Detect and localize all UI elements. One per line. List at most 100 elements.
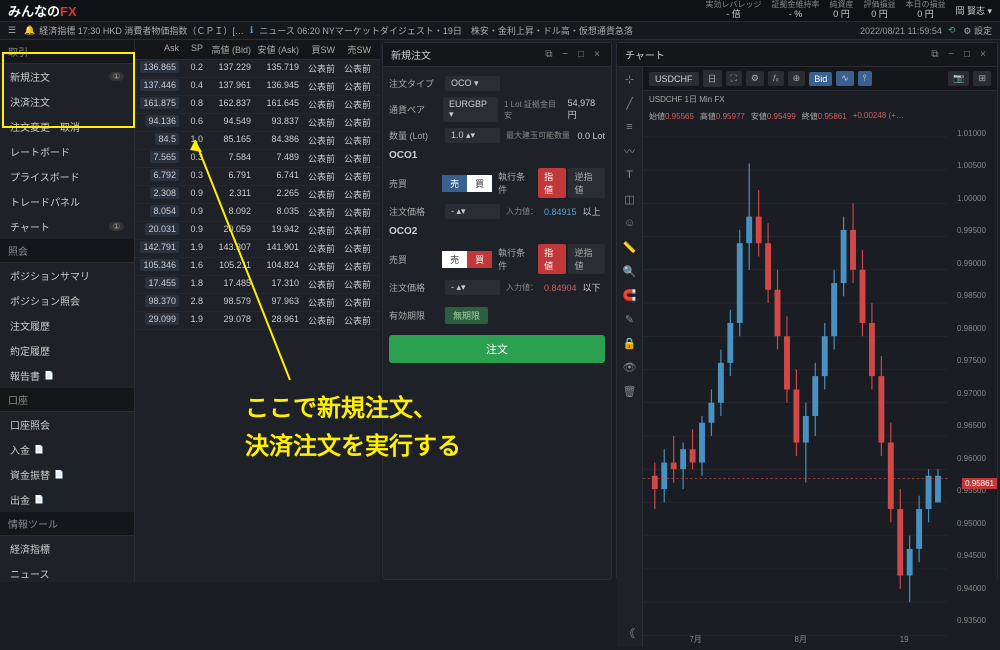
collapse-icon[interactable]: 《 — [622, 625, 638, 641]
sidebar-item[interactable]: レートボード — [0, 139, 134, 164]
rate-row[interactable]: 2.3080.92.3112.265公表前公表前 — [135, 186, 380, 204]
close-icon[interactable]: × — [591, 49, 603, 61]
fib-icon[interactable]: ≡ — [622, 119, 638, 135]
sidebar-item[interactable]: ポジション照会 — [0, 288, 134, 313]
rate-row[interactable]: 161.8750.8162.837161.645公表前公表前 — [135, 96, 380, 114]
order-panel-header: 新規注文 ⧉−□× — [383, 43, 611, 67]
max-icon[interactable]: □ — [575, 49, 587, 61]
sidebar-item[interactable]: チャート① — [0, 214, 134, 239]
sidebar-item[interactable]: 決済注文 — [0, 89, 134, 114]
rate-row[interactable]: 20.0310.920.05919.942公表前公表前 — [135, 222, 380, 240]
menu-icon[interactable]: ☰ — [8, 25, 16, 36]
cond-toggle-2[interactable]: 指値逆指値 — [538, 244, 605, 274]
cursor-icon[interactable]: ⊹ — [622, 71, 638, 87]
min-icon[interactable]: − — [945, 49, 957, 61]
edit-icon[interactable]: ✎ — [622, 311, 638, 327]
refresh-icon[interactable]: ⟲ — [948, 25, 956, 36]
chart-cam-icon[interactable]: 📷 — [948, 71, 969, 86]
emoji-icon[interactable]: ☺ — [622, 215, 638, 231]
submit-order-button[interactable]: 注文 — [389, 335, 605, 363]
rate-row[interactable]: 142.7911.9143.307141.901公表前公表前 — [135, 240, 380, 258]
chart-fx-icon[interactable]: 𝑓ₓ — [768, 71, 784, 86]
top-stat: 実効レバレッジ- 倍 — [705, 1, 761, 20]
margin-label: 1 Lot 証拠金目安 — [504, 99, 562, 121]
brush-icon[interactable]: 〰 — [622, 143, 638, 159]
settings-button[interactable]: ⚙ 設定 — [963, 24, 992, 37]
oco2-header: OCO2 — [389, 222, 605, 241]
price-input-2[interactable]: - ▴▾ — [445, 280, 500, 295]
sellbuy-toggle-2[interactable]: 売買 — [442, 251, 492, 268]
trash-icon[interactable]: 🗑 — [622, 383, 638, 399]
order-type-select[interactable]: OCO ▾ — [445, 76, 500, 91]
rate-row[interactable]: 136.8650.2137.229135.719公表前公表前 — [135, 60, 380, 78]
close-icon[interactable]: × — [977, 49, 989, 61]
sidebar-item[interactable]: 注文履歴 — [0, 313, 134, 338]
rate-row[interactable]: 29.0991.929.07828.961公表前公表前 — [135, 312, 380, 330]
topbar: みんなのFX 実効レバレッジ- 倍証拠金維持率- %純資産0 円評価損益0 円本… — [0, 0, 1000, 22]
chart-candle-icon[interactable]: ⛶ — [726, 71, 742, 86]
sidebar-item[interactable]: ニュース — [0, 561, 134, 582]
chart-compare-icon[interactable]: ⊕ — [788, 71, 806, 86]
indicator-2[interactable]: ⫯ — [858, 71, 872, 86]
rate-row[interactable]: 98.3702.898.57997.963公表前公表前 — [135, 294, 380, 312]
expire-value[interactable]: 無期限 — [445, 307, 488, 324]
rate-row[interactable]: 105.3461.6105.211104.824公表前公表前 — [135, 258, 380, 276]
cond-toggle-1[interactable]: 指値逆指値 — [538, 168, 605, 198]
lock-icon[interactable]: 🔒 — [622, 335, 638, 351]
qty-select[interactable]: 1.0 ▴▾ — [445, 128, 500, 143]
annotation-text: ここで新規注文、決済注文を実行する — [245, 390, 461, 467]
timestamp: 2022/08/21 11:59:54 — [860, 26, 942, 36]
rate-row[interactable]: 137.4460.4137.961136.945公表前公表前 — [135, 78, 380, 96]
logo: みんなのFX — [8, 1, 77, 20]
y-axis: 1.010001.005001.000000.995000.990000.985… — [955, 125, 997, 629]
magnet-icon[interactable]: 🧲 — [622, 287, 638, 303]
newsbar: ☰ 🔔 経済指標 17:30 HKD 消費者物価指数（ＣＰＩ）[… ℹ ニュース… — [0, 22, 1000, 40]
min-icon[interactable]: − — [559, 49, 571, 61]
chart-panel: チャート ⧉−□× ⊹ ╱ ≡ 〰 T ◫ ☺ 📏 🔍 🧲 ✎ 🔒 � — [616, 42, 998, 580]
sidebar-item[interactable]: 注文変更・取消 — [0, 114, 134, 139]
sidebar-item[interactable]: 経済指標 — [0, 536, 134, 561]
user-menu[interactable]: 岡 賢志 ▾ — [955, 4, 992, 17]
top-stat: 証拠金維持率- % — [771, 1, 819, 20]
ext-icon[interactable]: ⧉ — [543, 49, 555, 61]
sidebar-sec: 情報ツール — [0, 512, 134, 536]
ruler-icon[interactable]: 📏 — [622, 239, 638, 255]
top-stat: 純資産0 円 — [829, 1, 853, 20]
sidebar-item[interactable]: 入金📄 — [0, 437, 134, 462]
sidebar-item[interactable]: トレードパネル — [0, 189, 134, 214]
chart-symbol[interactable]: USDCHF — [649, 72, 699, 86]
chart-bid[interactable]: Bid — [809, 72, 832, 86]
chart-canvas[interactable]: 1.010001.005001.000000.995000.990000.985… — [643, 125, 997, 647]
sidebar-item[interactable]: 口座照会 — [0, 412, 134, 437]
zoom-icon[interactable]: 🔍 — [622, 263, 638, 279]
chart-grid-icon[interactable]: ⊞ — [973, 71, 991, 86]
ext-icon[interactable]: ⧉ — [929, 49, 941, 61]
rate-row[interactable]: 6.7920.36.7916.741公表前公表前 — [135, 168, 380, 186]
sidebar-item[interactable]: 報告書📄 — [0, 363, 134, 388]
chart-settings-icon[interactable]: ⚙ — [746, 71, 764, 86]
sidebar-item[interactable]: 約定履歴 — [0, 338, 134, 363]
max-icon[interactable]: □ — [961, 49, 973, 61]
rate-row[interactable]: 84.51.085.16584.386公表前公表前 — [135, 132, 380, 150]
rate-row[interactable]: 7.5650.37.5847.489公表前公表前 — [135, 150, 380, 168]
chart-interval[interactable]: 日 — [703, 70, 722, 87]
indicator-1[interactable]: ∿ — [836, 71, 854, 86]
top-stat: 評価損益0 円 — [863, 1, 895, 20]
pattern-icon[interactable]: ◫ — [622, 191, 638, 207]
sidebar-item[interactable]: ポジションサマリ — [0, 263, 134, 288]
rate-row[interactable]: 94.1360.694.54993.837公表前公表前 — [135, 114, 380, 132]
sidebar-item[interactable]: 資金振替📄 — [0, 462, 134, 487]
text-icon[interactable]: T — [622, 167, 638, 183]
price-hint-2: 0.84904 — [544, 283, 577, 293]
bell-icon[interactable]: 🔔 — [24, 25, 35, 36]
sidebar-item[interactable]: プライスボード — [0, 164, 134, 189]
price-input-1[interactable]: - ▴▾ — [445, 204, 500, 219]
sellbuy-toggle-1[interactable]: 売買 — [442, 175, 492, 192]
rate-row[interactable]: 8.0540.98.0928.035公表前公表前 — [135, 204, 380, 222]
line-icon[interactable]: ╱ — [622, 95, 638, 111]
eye-icon[interactable]: 👁 — [622, 359, 638, 375]
rate-row[interactable]: 17.4551.817.48517.310公表前公表前 — [135, 276, 380, 294]
pair-select[interactable]: EURGBP ▾ — [443, 97, 498, 122]
sidebar-item[interactable]: 出金📄 — [0, 487, 134, 512]
sidebar-item[interactable]: 新規注文① — [0, 64, 134, 89]
